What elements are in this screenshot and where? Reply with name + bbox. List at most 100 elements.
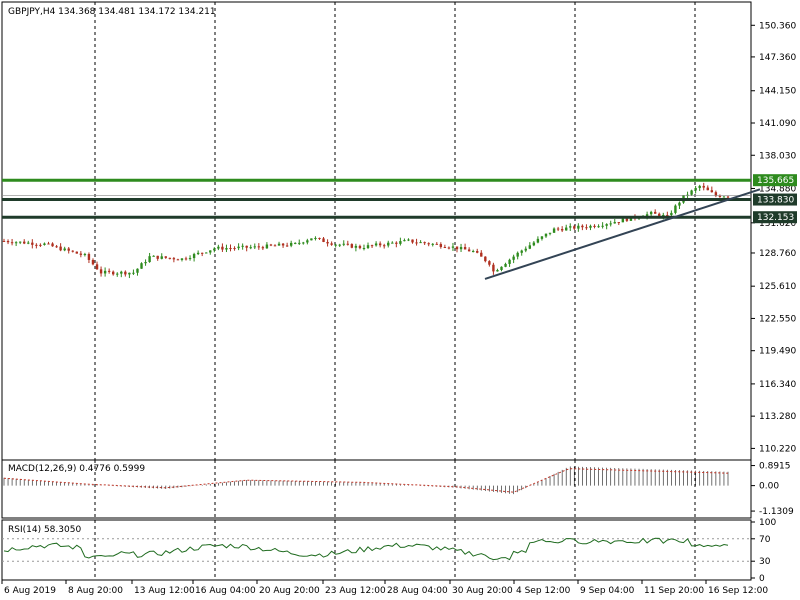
time-axis: 6 Aug 2019 8 Aug 20:00 13 Aug 12:00 16 Aug … — [1, 580, 768, 596]
y-tick-label: 0.00 — [759, 482, 779, 492]
candle-body — [524, 248, 527, 251]
candle-body — [184, 258, 188, 260]
candle-body — [471, 251, 475, 253]
candle-body — [261, 247, 265, 249]
candle-body — [597, 226, 600, 228]
y-tick-label: 0 — [759, 574, 765, 584]
candle-body — [314, 237, 317, 239]
rsi-grid — [2, 520, 751, 580]
candle-body — [285, 245, 289, 247]
candle-body — [277, 243, 281, 246]
candle-body — [589, 225, 592, 228]
candle-body — [653, 211, 657, 214]
candle-body — [120, 271, 123, 274]
candle-body — [217, 246, 220, 249]
y-tick-label: 131.620 — [759, 219, 796, 229]
candle-body — [532, 242, 536, 246]
candle-body — [176, 259, 180, 261]
candle-body — [593, 225, 596, 227]
candle-body — [439, 244, 443, 248]
y-tick-label: 30 — [759, 557, 771, 567]
candle-body — [690, 190, 693, 195]
candle-body — [245, 245, 248, 248]
candle-body — [674, 205, 677, 213]
candle-body — [334, 244, 337, 246]
candle-body — [338, 244, 341, 246]
candle-body — [536, 238, 540, 243]
macd-signal-line — [3, 468, 729, 493]
candle-body — [560, 229, 564, 231]
candle-body — [710, 190, 714, 193]
candle-body — [520, 250, 523, 253]
candle-body — [265, 244, 269, 249]
candle-body — [427, 243, 430, 245]
candle-body — [569, 226, 572, 228]
candle-body — [221, 246, 224, 250]
x-tick-label: 4 Sep 12:00 — [516, 586, 571, 596]
candle-body — [722, 196, 726, 198]
x-tick-label: 28 Aug 04:00 — [387, 586, 448, 596]
y-tick-label: 128.760 — [759, 249, 796, 259]
candle-body — [403, 240, 406, 242]
candle-body — [294, 242, 297, 244]
y-tick-label: 147.360 — [759, 53, 796, 63]
rsi-line — [3, 537, 729, 561]
candle-body — [67, 248, 70, 251]
rsi-panel-header: RSI(14) 58.3050 — [8, 525, 81, 535]
candle-body — [621, 218, 625, 223]
candle-body — [423, 242, 426, 244]
candle-body — [528, 245, 532, 249]
candle-body — [124, 271, 127, 275]
price-level-tag — [753, 211, 797, 224]
candle-body — [617, 222, 620, 224]
candle-body — [205, 252, 208, 254]
candle-body — [63, 248, 66, 251]
main-panel-frame — [1, 1, 752, 461]
main-y-axis: 150.360 147.360 144.150 141.090 138.030 134.8… — [751, 21, 796, 454]
y-tick-label: 110.220 — [759, 444, 796, 454]
rsi-panel-frame — [1, 519, 752, 581]
candle-body — [128, 272, 131, 275]
price-level-label: 135.665 — [757, 176, 794, 186]
y-tick-label: 144.150 — [759, 87, 796, 97]
candle-body — [374, 243, 378, 246]
candle-body — [330, 243, 333, 245]
price-level-label: 132.153 — [757, 213, 794, 223]
candle-body — [10, 242, 14, 244]
y-tick-label: 138.030 — [759, 151, 796, 161]
candle-body — [399, 241, 402, 244]
rsi-y-axis: 100 70 30 0 — [751, 518, 776, 584]
x-tick-label: 13 Aug 12:00 — [134, 586, 195, 596]
candle-body — [577, 225, 580, 229]
x-tick-label: 11 Sep 20:00 — [644, 586, 704, 596]
y-tick-label: 119.490 — [759, 347, 796, 357]
y-tick-label: 125.610 — [759, 282, 796, 292]
candle-body — [112, 271, 115, 275]
candle-body — [698, 185, 701, 189]
candle-body — [706, 187, 709, 191]
candle-body — [318, 237, 321, 239]
candle-body — [552, 228, 556, 233]
candle-body — [148, 256, 151, 262]
x-tick-label: 20 Aug 20:00 — [259, 586, 320, 596]
candle-body — [342, 243, 345, 245]
candle-body — [387, 242, 390, 246]
candle-body — [492, 264, 495, 272]
candle-body — [358, 245, 362, 249]
candle-body — [168, 257, 172, 259]
candle-body — [23, 241, 26, 244]
candle-body — [447, 247, 451, 249]
candle-body — [71, 250, 74, 252]
candle-body — [605, 224, 608, 226]
candle-body — [257, 246, 261, 248]
candle-body — [83, 254, 87, 256]
candle-body — [188, 258, 192, 260]
x-tick-label: 23 Aug 12:00 — [325, 586, 386, 596]
candle-body — [237, 246, 240, 249]
candle-body — [378, 243, 382, 246]
candle-body — [180, 258, 184, 260]
candle-body — [383, 245, 386, 247]
y-tick-label: -1.1309 — [759, 507, 794, 517]
y-tick-label: 0.8915 — [759, 462, 791, 472]
candle-body — [209, 250, 212, 253]
